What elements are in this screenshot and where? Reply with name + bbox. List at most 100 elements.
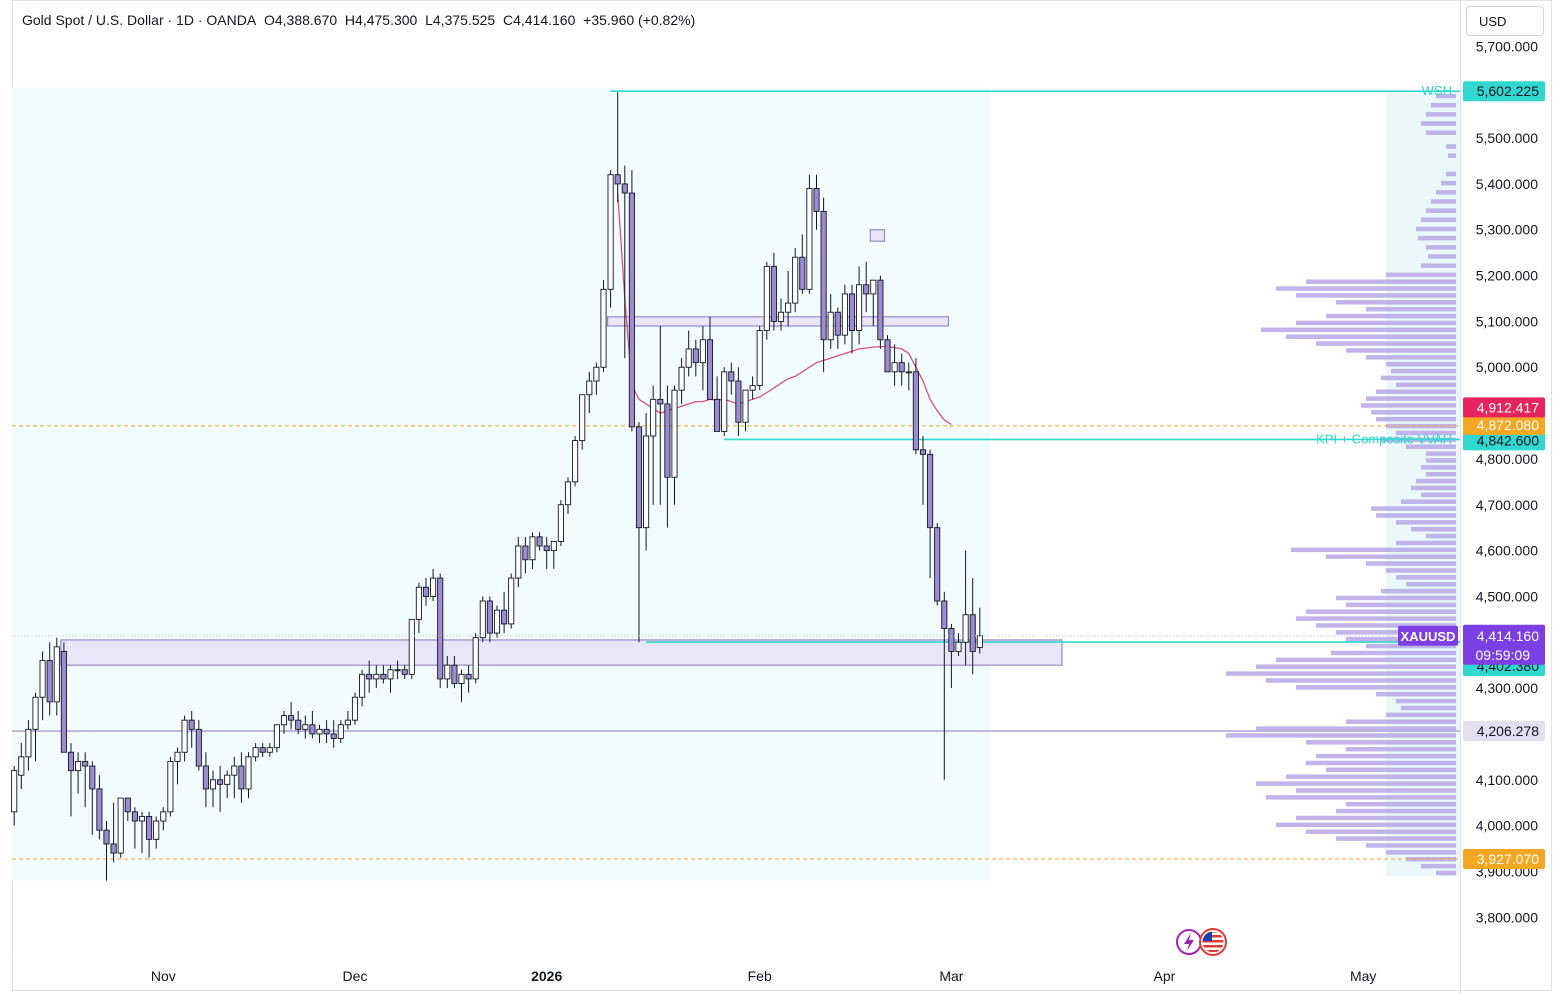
profile-bar (1366, 396, 1456, 401)
candle-body (82, 760, 89, 767)
profile-bar (1426, 471, 1456, 477)
profile-bar (1336, 300, 1456, 305)
profile-bar (1376, 416, 1456, 422)
level-label: WSH (1422, 83, 1452, 98)
candle-body (131, 811, 138, 822)
time-tick-label: Feb (748, 968, 772, 984)
profile-bar (1436, 190, 1456, 195)
profile-bar (1411, 526, 1456, 532)
profile-bar (1296, 815, 1456, 821)
level-price-tag: 4,872.080 (1477, 417, 1539, 433)
currency-button[interactable]: USD (1466, 6, 1544, 36)
profile-bar (1326, 767, 1456, 773)
profile-bar (1376, 691, 1456, 697)
candle-body (444, 664, 451, 680)
candle-body (614, 174, 621, 185)
candle-body (529, 536, 536, 561)
candle-body (67, 751, 75, 772)
candle-body (685, 348, 692, 368)
profile-bar (1296, 616, 1456, 621)
candle-body (827, 311, 834, 341)
candle-body (621, 183, 628, 194)
profile-bar (1436, 870, 1456, 876)
candle-body (841, 293, 848, 336)
candle-body (25, 728, 32, 758)
candle-body (316, 728, 323, 735)
profile-bar (1376, 513, 1456, 518)
candle-body (962, 614, 969, 643)
symbol-tag-label: XAUUSD (1401, 629, 1456, 644)
profile-bar (1426, 245, 1456, 250)
price-tick-label: 5,000.000 (1476, 359, 1538, 375)
profile-bar (1276, 286, 1456, 291)
candle-body (373, 673, 380, 680)
candle-body (579, 394, 586, 442)
level-price-tag: 4,842.600 (1477, 432, 1539, 448)
candle-body (948, 628, 955, 652)
candle-body (330, 733, 337, 739)
candle-body (415, 586, 422, 620)
candle-body (657, 398, 664, 405)
candle-body (692, 348, 699, 364)
candle-body (53, 646, 60, 703)
profile-bar (1381, 375, 1456, 381)
level-label: KPI + Composite VVAH (1316, 431, 1452, 446)
profile-bar (1386, 361, 1456, 367)
profile-bar (1366, 306, 1456, 312)
profile-bar (1386, 850, 1456, 855)
profile-bar (1411, 485, 1456, 491)
profile-bar (1396, 430, 1456, 436)
profile-bar (1421, 492, 1456, 498)
profile-bar (1426, 458, 1456, 463)
candle-body (32, 696, 39, 730)
profile-bar (1346, 348, 1456, 353)
candles (11, 92, 983, 881)
profile-bar (1276, 657, 1456, 663)
candle-body (167, 760, 174, 813)
candle-body (522, 545, 529, 561)
profile-bar (1256, 664, 1456, 669)
candle-body (508, 577, 515, 625)
profile-bar (1266, 795, 1456, 800)
price-axis[interactable]: 5,700.0005,600.0005,500.0005,400.0005,30… (1476, 38, 1538, 925)
candle-body (337, 724, 344, 739)
candle-body (160, 811, 167, 822)
candle-body (401, 669, 408, 675)
candle-body (295, 719, 302, 730)
candle-body (969, 614, 976, 652)
candle-body (664, 403, 671, 478)
profile-bar (1326, 313, 1456, 319)
profile-bar (1361, 403, 1456, 408)
candle-body (493, 609, 501, 634)
symbol-title[interactable]: Gold Spot / U.S. Dollar · 1D · OANDA (22, 12, 257, 28)
candle-body (60, 650, 67, 753)
candle-body (600, 288, 607, 368)
candle-body (380, 673, 387, 680)
candle-body (671, 389, 678, 478)
candle-body (117, 797, 124, 854)
profile-bar (1346, 801, 1456, 807)
candle-body (635, 426, 643, 529)
profile-bar (1366, 843, 1456, 848)
candle-body (557, 504, 564, 542)
profile-bar (1421, 863, 1456, 869)
candle-body (848, 293, 856, 332)
candle-body (146, 815, 153, 840)
time-axis[interactable]: Nov Dec 2026 Feb Mar Apr May (151, 968, 1377, 984)
open-value: O4,388.670 (263, 12, 338, 28)
profile-bar (1426, 112, 1456, 117)
candle-body (564, 481, 572, 506)
ma-price-tag-bg (1463, 397, 1545, 418)
candle-body (813, 188, 820, 212)
news-icons[interactable] (1176, 928, 1227, 956)
profile-bar (1421, 121, 1456, 126)
candle-body (273, 724, 280, 749)
candle-body (217, 779, 224, 785)
candle-body (728, 371, 735, 382)
price-tick-label: 5,500.000 (1476, 130, 1538, 146)
profile-bar (1381, 588, 1456, 594)
low-value: L4,375.525 (425, 12, 496, 28)
profile-bar (1296, 293, 1456, 298)
level-price-tag-bg (1463, 721, 1545, 742)
